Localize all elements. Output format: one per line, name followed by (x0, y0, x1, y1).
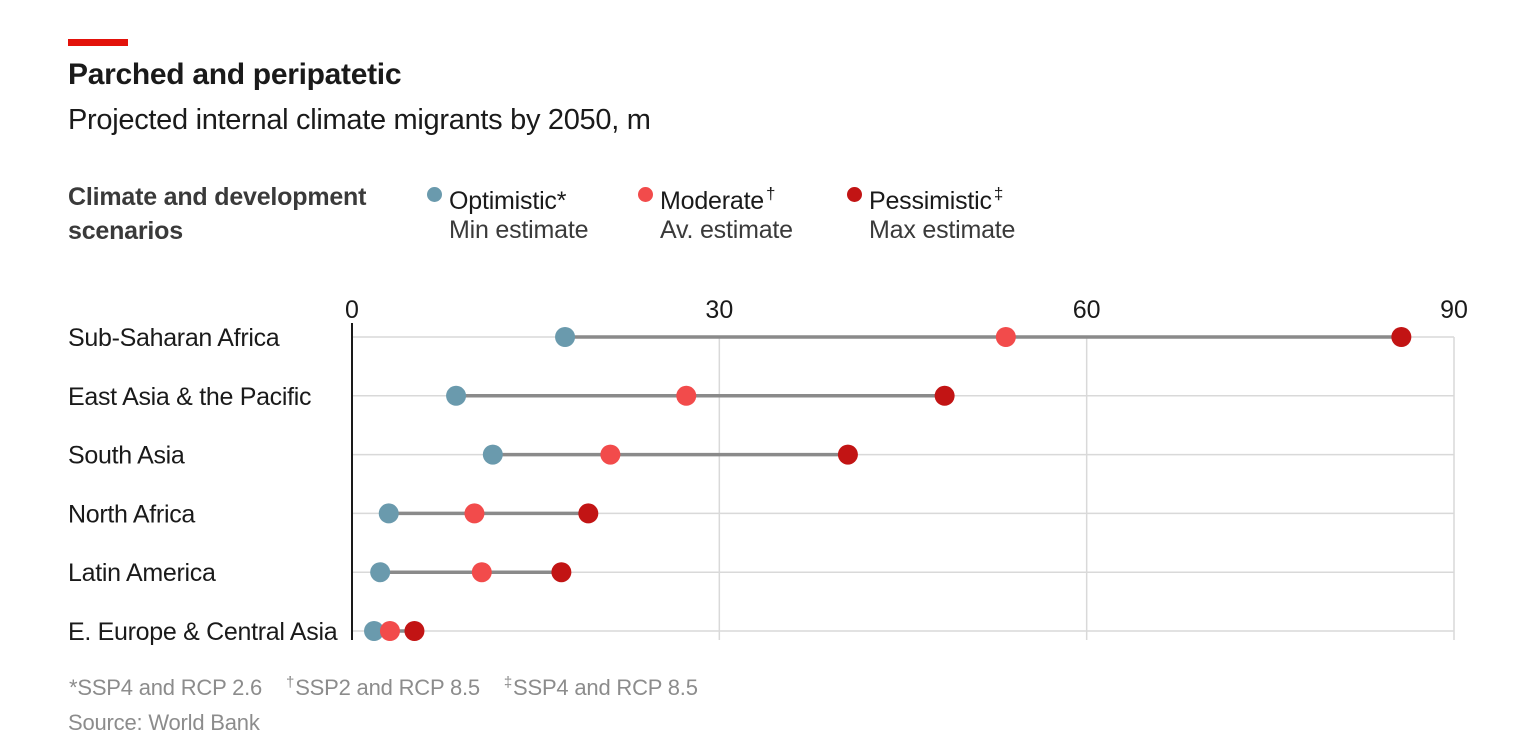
brand-accent-bar (68, 39, 128, 46)
dot-optimistic (370, 562, 391, 583)
category-label: E. Europe & Central Asia (68, 618, 338, 646)
legend-label-pessimistic: Pessimistic ‡ (869, 184, 1004, 215)
legend-dot-moderate (638, 187, 653, 202)
footnote-moderate: †SSP2 and RCP 8.5 (286, 674, 480, 700)
x-tick-label: 0 (345, 296, 359, 324)
legend-label-moderate: Moderate † (660, 184, 776, 215)
legend-dot-pessimistic (847, 187, 862, 202)
chart-title: Parched and peripatetic (68, 58, 402, 91)
footnote-pessimistic: ‡SSP4 and RCP 8.5 (503, 674, 698, 700)
footnotes: *SSP4 and RCP 2.6 †SSP2 and RCP 8.5 ‡SSP… (68, 674, 716, 701)
legend-label-optimistic: Optimistic* (449, 187, 567, 215)
legend-heading-line2: scenarios (68, 217, 183, 245)
dot-moderate (995, 327, 1016, 347)
dot-pessimistic (578, 503, 599, 524)
category-label: Latin America (68, 559, 216, 587)
category-label: North Africa (68, 500, 195, 528)
dot-pessimistic (404, 621, 425, 641)
category-label: East Asia & the Pacific (68, 383, 311, 411)
legend-heading: Climate and development scenarios (68, 180, 366, 248)
legend-sub-moderate: Av. estimate (660, 216, 793, 244)
legend-dot-optimistic (427, 187, 442, 202)
footnote-optimistic: *SSP4 and RCP 2.6 (69, 675, 263, 700)
category-label: Sub-Saharan Africa (68, 324, 280, 352)
legend-heading-line1: Climate and development (68, 183, 367, 211)
dumbbell-chart: 0 30 60 90 Sub-Saharan Africa East Asia & the… (68, 296, 1468, 646)
dot-pessimistic (551, 562, 572, 583)
x-tick-label: 90 (1440, 296, 1468, 324)
dot-moderate (379, 621, 400, 641)
dot-moderate (471, 562, 492, 583)
category-label: South Asia (68, 442, 185, 470)
source-note: Source: World Bank (68, 710, 260, 735)
dot-optimistic (446, 385, 467, 406)
dot-pessimistic (1391, 327, 1412, 347)
dot-moderate (676, 385, 697, 406)
dot-optimistic (378, 503, 399, 524)
dot-pessimistic (837, 444, 858, 465)
dot-optimistic (555, 327, 576, 347)
dot-moderate (600, 444, 621, 465)
x-tick-label: 60 (1073, 296, 1101, 324)
chart-subtitle: Projected internal climate migrants by 2… (68, 104, 651, 136)
dot-pessimistic (934, 385, 955, 406)
legend-sub-pessimistic: Max estimate (869, 216, 1016, 244)
legend-sub-optimistic: Min estimate (449, 216, 589, 244)
dot-optimistic (364, 621, 385, 641)
x-tick-label: 30 (705, 296, 733, 324)
dot-moderate (464, 503, 485, 524)
dot-optimistic (482, 444, 503, 465)
